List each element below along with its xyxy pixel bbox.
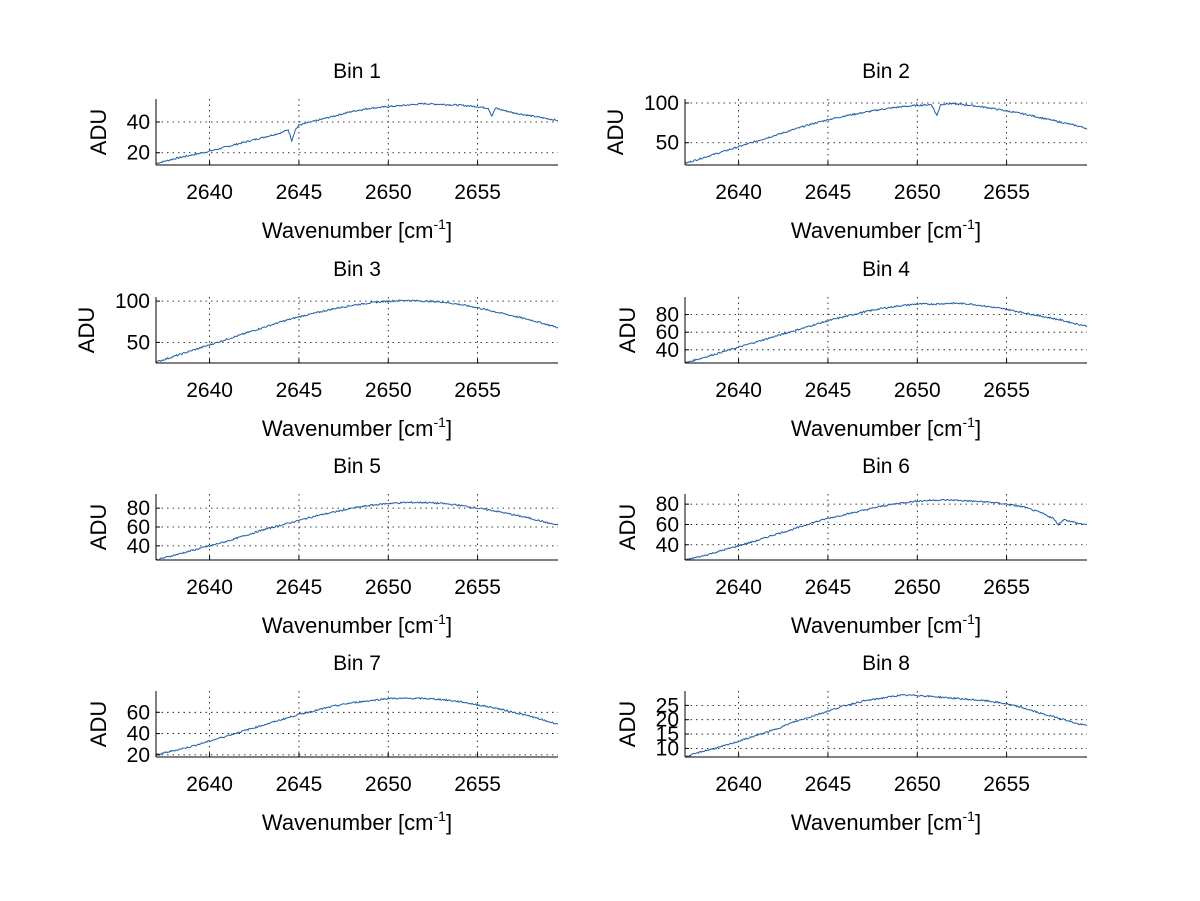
x-tick-label: 2645 xyxy=(805,181,852,204)
x-axis-label: Wavenumber [cm-1] xyxy=(791,611,981,638)
y-tick-label: 50 xyxy=(656,132,679,155)
x-tick-label: 2645 xyxy=(276,576,323,599)
y-axis-label: ADU xyxy=(615,307,640,353)
x-tick-label: 2650 xyxy=(894,576,941,599)
x-axis-label: Wavenumber [cm-1] xyxy=(262,611,452,638)
y-tick-label: 80 xyxy=(127,497,150,520)
x-axis-label: Wavenumber [cm-1] xyxy=(791,808,981,835)
subplot-title: Bin 2 xyxy=(862,60,910,83)
y-axis-label: ADU xyxy=(86,109,111,155)
data-line xyxy=(684,693,1088,758)
x-axis-label: Wavenumber [cm-1] xyxy=(262,414,452,441)
x-tick-label: 2655 xyxy=(983,379,1030,402)
y-tick-label: 40 xyxy=(127,723,150,746)
x-tick-label: 2645 xyxy=(276,181,323,204)
x-tick-label: 2645 xyxy=(276,773,323,796)
data-line xyxy=(155,299,559,363)
y-tick-label: 100 xyxy=(644,92,679,115)
x-tick-label: 2655 xyxy=(454,576,501,599)
x-axis-label: Wavenumber [cm-1] xyxy=(791,216,981,243)
y-tick-label: 20 xyxy=(127,142,150,165)
y-tick-label: 100 xyxy=(115,290,150,313)
y-tick-label: 80 xyxy=(656,304,679,327)
data-line xyxy=(155,102,559,164)
subplot-title: Bin 6 xyxy=(862,455,910,478)
x-tick-label: 2640 xyxy=(186,181,233,204)
x-tick-label: 2650 xyxy=(365,773,412,796)
x-tick-label: 2655 xyxy=(983,181,1030,204)
subplot-title: Bin 5 xyxy=(333,455,381,478)
y-tick-label: 40 xyxy=(127,535,150,558)
y-tick-label: 60 xyxy=(656,513,679,536)
x-tick-label: 2650 xyxy=(894,379,941,402)
subplot-2: Bin 2 2640 2645 2650 2655 50 100 Wavenumber [cm… xyxy=(603,60,1088,243)
y-tick-label: 40 xyxy=(656,534,679,557)
y-tick-label: 60 xyxy=(127,516,150,539)
x-tick-label: 2655 xyxy=(983,773,1030,796)
subplot-3: Bin 3 2640 2645 2650 2655 50 100 Wavenumber [cm… xyxy=(74,258,559,441)
x-tick-label: 2640 xyxy=(715,576,762,599)
y-tick-label: 60 xyxy=(656,321,679,344)
x-tick-label: 2645 xyxy=(276,379,323,402)
x-axis-label: Wavenumber [cm-1] xyxy=(791,414,981,441)
x-tick-label: 2655 xyxy=(983,576,1030,599)
x-tick-label: 2645 xyxy=(805,379,852,402)
subplot-title: Bin 4 xyxy=(862,258,910,281)
y-axis-label: ADU xyxy=(86,504,111,550)
y-axis-label: ADU xyxy=(615,701,640,747)
x-tick-label: 2655 xyxy=(454,773,501,796)
x-tick-label: 2640 xyxy=(186,576,233,599)
y-tick-label: 60 xyxy=(127,701,150,724)
data-line xyxy=(684,301,1088,364)
x-tick-label: 2650 xyxy=(894,773,941,796)
y-tick-label: 25 xyxy=(656,694,679,717)
x-axis-label: Wavenumber [cm-1] xyxy=(262,216,452,243)
y-tick-label: 40 xyxy=(656,339,679,362)
data-line xyxy=(684,498,1088,561)
data-line xyxy=(155,697,559,756)
y-tick-label: 10 xyxy=(656,737,679,760)
data-line xyxy=(155,501,559,561)
x-tick-label: 2650 xyxy=(894,181,941,204)
y-axis-label: ADU xyxy=(74,307,99,353)
y-tick-label: 40 xyxy=(127,111,150,134)
x-tick-label: 2650 xyxy=(365,379,412,402)
x-tick-label: 2640 xyxy=(715,181,762,204)
subplot-title: Bin 3 xyxy=(333,258,381,281)
x-tick-label: 2640 xyxy=(186,773,233,796)
y-tick-label: 80 xyxy=(656,493,679,516)
y-axis-label: ADU xyxy=(615,504,640,550)
x-tick-label: 2645 xyxy=(805,576,852,599)
x-tick-label: 2640 xyxy=(186,379,233,402)
subplot-title: Bin 7 xyxy=(333,652,381,675)
x-tick-label: 2655 xyxy=(454,379,501,402)
x-tick-label: 2645 xyxy=(805,773,852,796)
subplot-title: Bin 8 xyxy=(862,652,910,675)
x-tick-label: 2650 xyxy=(365,576,412,599)
x-tick-label: 2640 xyxy=(715,379,762,402)
x-tick-label: 2655 xyxy=(454,181,501,204)
x-tick-label: 2640 xyxy=(715,773,762,796)
y-tick-label: 50 xyxy=(127,331,150,354)
x-tick-label: 2650 xyxy=(365,181,412,204)
data-line xyxy=(684,102,1088,164)
y-axis-label: ADU xyxy=(86,701,111,747)
y-tick-label: 20 xyxy=(656,709,679,732)
subplot-1: Bin 1 2640 2645 2650 2655 20 40 Wavenumber [cm-… xyxy=(86,60,559,243)
y-tick-label: 15 xyxy=(656,723,679,746)
y-tick-label: 20 xyxy=(127,744,150,767)
x-axis-label: Wavenumber [cm-1] xyxy=(262,808,452,835)
y-axis-label: ADU xyxy=(603,109,628,155)
subplot-title: Bin 1 xyxy=(333,60,381,83)
